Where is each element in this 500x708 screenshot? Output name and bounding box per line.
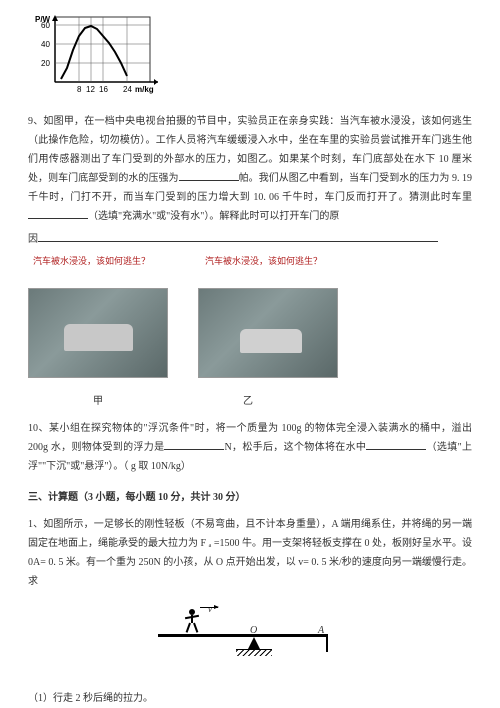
svg-text:12: 12 xyxy=(86,85,95,94)
blank-pressure[interactable] xyxy=(179,169,239,181)
svg-text:40: 40 xyxy=(41,40,50,49)
car-flood-image-2 xyxy=(198,288,338,378)
blank-float-state[interactable] xyxy=(366,438,426,450)
svg-text:16: 16 xyxy=(99,85,108,94)
ground-icon xyxy=(236,649,272,656)
caption-2: 汽车被水浸没，该如何逃生？ xyxy=(205,253,322,270)
question-10-text: 10、某小组在探究物体的"浮沉条件"时，将一个质量为 100g 的物体完全浸入装… xyxy=(28,419,472,476)
blank-buoyancy[interactable] xyxy=(164,438,224,450)
q9-reason-line: 因 xyxy=(28,230,472,249)
svg-text:8: 8 xyxy=(77,85,82,94)
rope-line xyxy=(326,634,328,652)
car-flood-image-1 xyxy=(28,288,168,378)
velocity-label: v xyxy=(208,601,212,618)
lever-beam xyxy=(158,634,328,637)
blank-reason[interactable] xyxy=(38,230,438,242)
point-A-label: A xyxy=(318,621,324,640)
caption-1: 汽车被水浸没，该如何逃生？ xyxy=(33,253,150,270)
question-9-text: 9、如图甲，在一档中央电视台拍摄的节目中，实验员正在亲身实践：当汽车被水浸没，该… xyxy=(28,112,472,226)
calc-q1-sub1: （1）行走 2 秒后绳的拉力。 xyxy=(28,689,472,708)
power-mass-chart: P/W 60 40 20 8 12 16 24 m/kg xyxy=(33,12,163,102)
svg-text:m/kg: m/kg xyxy=(135,85,154,94)
image-labels: 甲 乙 xyxy=(28,392,472,411)
svg-text:60: 60 xyxy=(41,21,50,30)
q9-part3: （选填"充满水"或"没有水"）。解释此时可以打开车门的原 xyxy=(88,211,339,222)
label-jia: 甲 xyxy=(93,392,103,411)
label-yi: 乙 xyxy=(243,392,253,411)
svg-text:24: 24 xyxy=(123,85,132,94)
svg-text:20: 20 xyxy=(41,59,50,68)
pivot-icon xyxy=(248,637,260,649)
lever-diagram: v O A xyxy=(148,599,368,679)
section-3-heading: 三、计算题（3 小题，每小题 10 分，共计 30 分） xyxy=(28,488,472,507)
child-figure xyxy=(183,609,201,635)
image-pair xyxy=(28,288,472,378)
q9-reason-prefix: 因 xyxy=(28,234,38,245)
velocity-arrow xyxy=(200,607,218,608)
q10-part2: N，松手后，这个物体将在水中 xyxy=(224,442,366,453)
calc-q1-text: 1、如图所示，一足够长的刚性轻板（不易弯曲，且不计本身重量），A 端用绳系住，并… xyxy=(28,515,472,591)
blank-water-state[interactable] xyxy=(28,207,88,219)
image-captions: 汽车被水浸没，该如何逃生？ 汽车被水浸没，该如何逃生？ xyxy=(28,253,472,270)
